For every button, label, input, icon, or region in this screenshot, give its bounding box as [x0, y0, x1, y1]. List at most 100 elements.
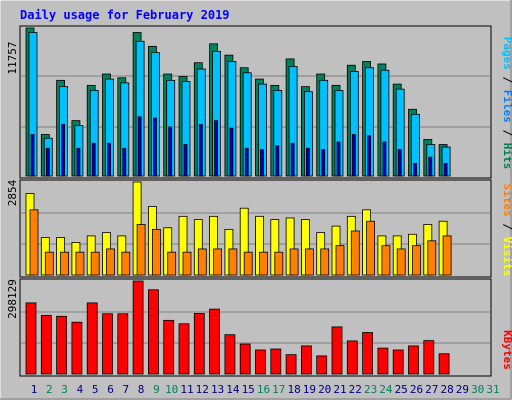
x-tick-label-20: 20 — [318, 383, 331, 396]
bar-pages-26 — [413, 163, 417, 177]
bar-kbytes-28 — [438, 353, 450, 375]
x-tick-label-30: 30 — [471, 383, 484, 396]
x-tick-label-13: 13 — [211, 383, 224, 396]
legend-top: Pages / Files / Hits — [501, 37, 512, 170]
bar-kbytes-27 — [423, 340, 435, 375]
bar-sites-21 — [335, 245, 345, 276]
bar-kbytes-7 — [117, 313, 129, 375]
x-tick-label-7: 7 — [122, 383, 129, 396]
bar-kbytes-17 — [270, 348, 282, 375]
bar-kbytes-21 — [331, 326, 343, 375]
panel-visits-frame — [19, 179, 492, 278]
bar-pages-4 — [76, 147, 81, 177]
bar-marks — [25, 27, 452, 375]
bar-pages-25 — [397, 149, 402, 177]
bar-kbytes-4 — [71, 321, 83, 375]
bar-sites-13 — [213, 248, 223, 276]
bar-pages-5 — [91, 142, 96, 177]
bar-sites-28 — [442, 235, 452, 276]
legend-pages: Pages — [501, 37, 512, 70]
bar-sites-14 — [228, 248, 238, 276]
x-tick-label-4: 4 — [77, 383, 84, 396]
chart-title: Daily usage for February 2019 — [20, 8, 230, 22]
bar-sites-5 — [90, 251, 100, 276]
bar-kbytes-11 — [178, 323, 190, 375]
bar-pages-2 — [45, 147, 50, 177]
legend-sites: Sites — [501, 184, 512, 217]
bar-sites-8 — [136, 224, 146, 276]
x-tick-label-27: 27 — [425, 383, 438, 396]
x-tick-label-18: 18 — [287, 383, 300, 396]
bar-sites-17 — [274, 251, 284, 276]
bar-sites-11 — [182, 251, 192, 276]
bar-pages-23 — [367, 135, 372, 177]
bar-kbytes-15 — [239, 343, 251, 375]
legend-kbytes: KBytes — [501, 330, 512, 370]
bar-sites-10 — [167, 251, 177, 276]
bar-kbytes-13 — [209, 308, 221, 375]
bar-pages-1 — [30, 134, 35, 177]
bar-sites-22 — [350, 230, 360, 276]
x-tick-label-10: 10 — [165, 383, 178, 396]
bar-sites-2 — [44, 251, 54, 276]
y-max-label-kbytes: 298129 — [6, 279, 19, 319]
bar-sites-19 — [304, 248, 314, 276]
bar-kbytes-3 — [56, 315, 67, 375]
bar-kbytes-14 — [224, 334, 236, 375]
bar-kbytes-8 — [132, 280, 144, 375]
bar-pages-28 — [443, 163, 448, 177]
bar-pages-9 — [152, 117, 157, 177]
bar-sites-7 — [121, 251, 131, 276]
x-tick-label-24: 24 — [379, 383, 393, 396]
x-tick-label-25: 25 — [395, 383, 408, 396]
x-axis-labels: 1 2 3 4 5 6 7 8 9 10 11 12 13 14 15 16 17 18 19 20 21 22 23 24 2… — [31, 383, 500, 396]
bar-kbytes-9 — [147, 289, 159, 375]
y-max-label-visits: 2854 — [6, 179, 19, 206]
legend-visits: Visits — [501, 237, 512, 277]
x-tick-label-1: 1 — [31, 383, 38, 396]
bar-pages-6 — [107, 142, 111, 177]
y-max-label-hits: 11757 — [6, 41, 19, 74]
bar-sites-15 — [243, 251, 253, 276]
bar-sites-26 — [412, 245, 421, 276]
panel-hits-frame — [19, 25, 492, 179]
bar-kbytes-1 — [25, 302, 37, 375]
x-tick-label-3: 3 — [61, 383, 68, 396]
bar-kbytes-2 — [40, 314, 52, 375]
bar-pages-17 — [275, 145, 280, 177]
bar-pages-21 — [336, 141, 341, 177]
bar-kbytes-26 — [408, 345, 419, 375]
bar-kbytes-10 — [163, 319, 175, 375]
bar-sites-4 — [75, 251, 85, 276]
x-tick-label-21: 21 — [333, 383, 346, 396]
bar-pages-15 — [244, 147, 249, 177]
x-tick-label-2: 2 — [46, 383, 53, 396]
bar-kbytes-18 — [285, 354, 297, 375]
bar-pages-19 — [305, 147, 310, 177]
x-tick-label-26: 26 — [410, 383, 423, 396]
bar-sites-20 — [320, 248, 330, 276]
x-tick-label-16: 16 — [257, 383, 270, 396]
bar-kbytes-23 — [362, 332, 374, 375]
bar-sites-24 — [381, 245, 391, 276]
legend-hits: Hits — [501, 143, 512, 170]
bar-sites-9 — [151, 228, 161, 276]
bar-sites-6 — [106, 248, 115, 276]
bar-pages-24 — [382, 141, 387, 177]
bar-sites-1 — [29, 209, 39, 276]
bar-pages-11 — [183, 144, 188, 177]
x-tick-label-8: 8 — [138, 383, 145, 396]
x-tick-label-29: 29 — [456, 383, 469, 396]
x-tick-label-11: 11 — [180, 383, 193, 396]
bar-kbytes-24 — [377, 347, 389, 375]
bar-pages-13 — [214, 120, 219, 177]
bar-sites-27 — [427, 240, 437, 276]
bar-pages-7 — [122, 147, 127, 177]
bar-sites-25 — [396, 248, 406, 276]
bar-kbytes-25 — [392, 349, 404, 375]
bar-pages-10 — [168, 126, 173, 177]
x-tick-label-15: 15 — [242, 383, 255, 396]
x-tick-label-22: 22 — [349, 383, 362, 396]
